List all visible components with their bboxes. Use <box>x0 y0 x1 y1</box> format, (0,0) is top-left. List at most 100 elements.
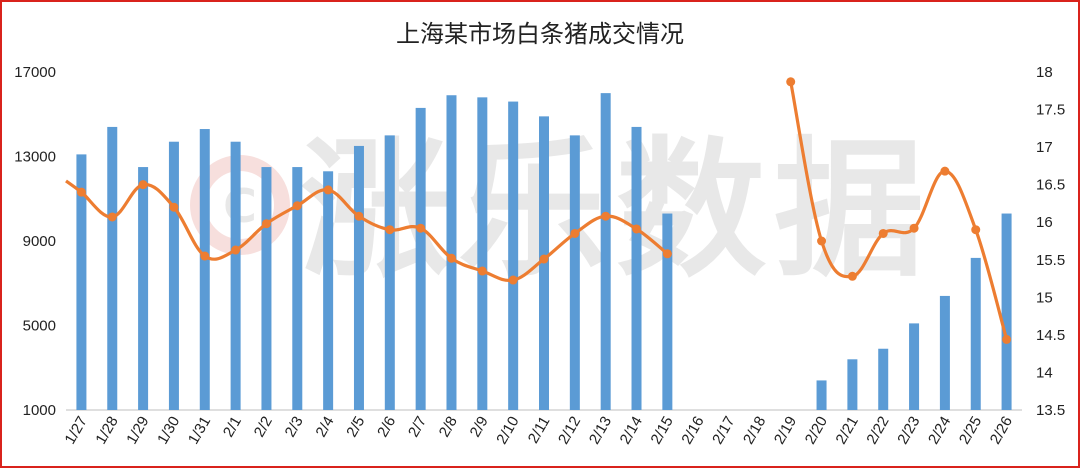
right-tick-17: 17 <box>1036 139 1053 156</box>
right-tick-15: 15 <box>1036 289 1053 306</box>
x-tick-2/19: 2/19 <box>771 414 800 448</box>
bar-1/29 <box>138 167 149 410</box>
point-2/10 <box>508 275 518 285</box>
left-axis-ticks: 1000 5000 9000 13000 17000 <box>14 64 56 419</box>
x-tick-2/9: 2/9 <box>467 414 492 441</box>
x-tick-2/2: 2/2 <box>251 414 276 441</box>
bar-2/13 <box>600 93 611 410</box>
bar-2/14 <box>631 126 642 411</box>
bar-1/28 <box>107 126 118 411</box>
bar-2/1 <box>230 141 241 410</box>
point-2/1 <box>231 245 241 255</box>
x-tick-1/29: 1/29 <box>123 414 152 448</box>
bar-2/4 <box>323 171 334 410</box>
point-2/5 <box>354 211 364 221</box>
point-1/27 <box>76 187 86 197</box>
x-tick-2/11: 2/11 <box>525 414 554 447</box>
bar-2/9 <box>477 97 488 410</box>
x-tick-2/18: 2/18 <box>740 414 769 448</box>
point-1/30 <box>169 202 179 212</box>
x-tick-2/14: 2/14 <box>617 414 646 448</box>
right-tick-14.5: 14.5 <box>1036 327 1065 344</box>
bar-2/20 <box>816 380 827 410</box>
x-tick-2/6: 2/6 <box>374 414 399 441</box>
point-2/6 <box>385 225 395 235</box>
x-tick-2/1: 2/1 <box>220 414 245 441</box>
bar-2/6 <box>384 135 395 410</box>
watermark: C涨乐数据 <box>190 124 924 298</box>
point-2/4 <box>323 185 333 195</box>
right-tick-17.5: 17.5 <box>1036 102 1065 119</box>
x-axis-ticks: 1/27 1/28 1/29 1/30 1/31 2/1 2/2 2/3 2/4 2/5 2/6 2/… <box>62 413 1016 447</box>
x-tick-2/10: 2/10 <box>493 414 522 448</box>
point-1/31 <box>200 251 210 261</box>
point-2/24 <box>940 166 950 176</box>
x-tick-2/26: 2/26 <box>987 413 1016 447</box>
point-2/20 <box>817 236 827 246</box>
chart-title: 上海某市场白条猪成交情况 <box>396 20 684 48</box>
right-tick-16.5: 16.5 <box>1036 177 1065 194</box>
bar-2/24 <box>939 295 950 410</box>
right-axis-ticks: 13.5 14 14.5 15 15.5 16 16.5 17 17.5 18 <box>1036 64 1065 419</box>
point-2/23 <box>909 223 919 233</box>
point-2/12 <box>570 228 580 238</box>
x-tick-2/24: 2/24 <box>925 414 954 448</box>
x-tick-1/28: 1/28 <box>92 414 121 448</box>
x-tick-2/25: 2/25 <box>956 414 985 448</box>
right-tick-14: 14 <box>1036 364 1053 381</box>
bar-1/30 <box>168 141 179 410</box>
x-tick-2/12: 2/12 <box>555 414 584 448</box>
bar-2/23 <box>909 323 920 410</box>
left-tick-1000: 1000 <box>23 402 56 419</box>
point-2/25 <box>971 225 981 235</box>
point-2/9 <box>477 266 487 276</box>
point-2/26 <box>1002 334 1012 344</box>
x-tick-2/15: 2/15 <box>647 414 676 448</box>
x-tick-2/23: 2/23 <box>894 414 923 448</box>
point-1/29 <box>138 180 148 190</box>
bar-2/26 <box>1001 213 1012 410</box>
right-tick-15.5: 15.5 <box>1036 252 1065 269</box>
right-tick-16: 16 <box>1036 214 1053 231</box>
point-2/15 <box>662 249 672 259</box>
point-2/3 <box>292 201 302 211</box>
point-1/28 <box>107 212 117 222</box>
point-2/21 <box>847 271 857 281</box>
x-tick-2/17: 2/17 <box>709 414 738 448</box>
point-2/14 <box>632 224 642 234</box>
point-2/11 <box>539 254 549 264</box>
point-2/19 <box>786 77 796 87</box>
line-series <box>65 77 1012 344</box>
left-tick-17000: 17000 <box>14 64 56 81</box>
x-tick-2/22: 2/22 <box>863 414 892 448</box>
bar-2/10 <box>508 101 519 410</box>
right-tick-18: 18 <box>1036 64 1053 81</box>
left-tick-13000: 13000 <box>14 149 56 166</box>
x-tick-2/20: 2/20 <box>802 414 831 448</box>
bar-2/25 <box>970 257 981 410</box>
x-tick-1/31: 1/31 <box>185 414 214 448</box>
x-tick-1/27: 1/27 <box>62 414 91 448</box>
x-tick-2/8: 2/8 <box>436 414 461 441</box>
bar-2/5 <box>353 145 364 410</box>
left-tick-5000: 5000 <box>23 318 56 335</box>
bar-2/2 <box>261 167 272 410</box>
point-2/22 <box>878 228 888 238</box>
point-2/13 <box>601 211 611 221</box>
bar-1/27 <box>76 154 87 410</box>
left-tick-9000: 9000 <box>23 233 56 250</box>
x-tick-2/3: 2/3 <box>282 414 307 441</box>
x-tick-2/5: 2/5 <box>343 414 368 441</box>
x-tick-2/4: 2/4 <box>312 414 337 441</box>
x-tick-2/7: 2/7 <box>405 414 430 441</box>
bar-2/22 <box>878 348 889 410</box>
bar-2/3 <box>292 167 303 410</box>
bar-1/31 <box>199 129 210 410</box>
x-tick-2/21: 2/21 <box>833 414 862 448</box>
bar-2/8 <box>446 95 457 411</box>
bar-2/12 <box>569 135 580 410</box>
point-2/2 <box>261 219 271 229</box>
x-tick-1/30: 1/30 <box>154 414 183 448</box>
x-tick-2/16: 2/16 <box>678 414 707 448</box>
